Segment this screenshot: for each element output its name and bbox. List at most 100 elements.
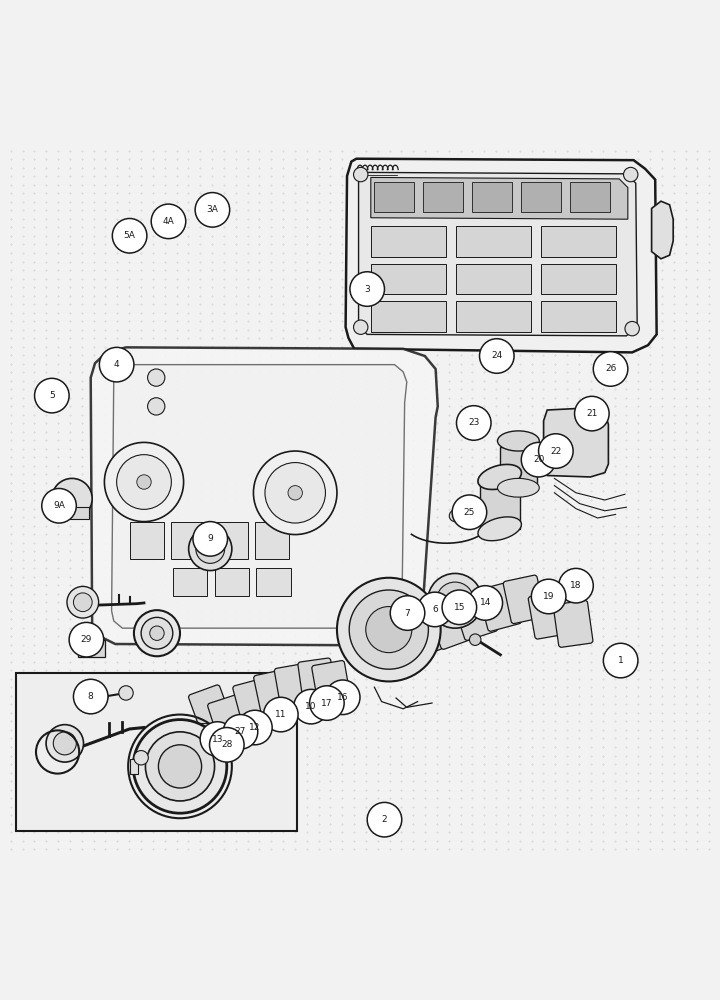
- Circle shape: [99, 347, 134, 382]
- Polygon shape: [346, 159, 657, 352]
- Circle shape: [253, 451, 337, 535]
- Polygon shape: [652, 201, 673, 259]
- Bar: [521, 182, 561, 212]
- Bar: [371, 226, 446, 257]
- Circle shape: [442, 590, 477, 625]
- Text: 22: 22: [550, 447, 562, 456]
- Text: 4: 4: [114, 360, 120, 369]
- Circle shape: [265, 463, 325, 523]
- Bar: [371, 264, 446, 294]
- Text: 13: 13: [212, 735, 223, 744]
- Circle shape: [531, 579, 566, 614]
- Circle shape: [150, 626, 164, 640]
- Bar: [215, 568, 249, 596]
- Text: 18: 18: [570, 581, 582, 590]
- Bar: [256, 568, 291, 596]
- Bar: [541, 301, 616, 332]
- Text: 23: 23: [468, 418, 480, 427]
- Circle shape: [310, 686, 344, 720]
- Bar: [173, 568, 207, 596]
- Text: 25: 25: [464, 508, 475, 517]
- Text: 3A: 3A: [207, 205, 218, 214]
- Text: 9: 9: [207, 534, 213, 543]
- Circle shape: [418, 592, 452, 627]
- Text: 29: 29: [81, 635, 92, 644]
- Circle shape: [456, 406, 491, 440]
- Circle shape: [134, 610, 180, 656]
- Text: 1: 1: [618, 656, 624, 665]
- Circle shape: [337, 578, 441, 681]
- Text: 21: 21: [586, 409, 598, 418]
- Circle shape: [452, 495, 487, 530]
- Circle shape: [575, 396, 609, 431]
- Bar: [456, 226, 531, 257]
- FancyBboxPatch shape: [298, 658, 336, 702]
- FancyBboxPatch shape: [16, 673, 297, 831]
- Bar: [570, 182, 610, 212]
- Polygon shape: [500, 447, 537, 488]
- Circle shape: [238, 710, 272, 745]
- Bar: [541, 226, 616, 257]
- Text: 27: 27: [235, 727, 246, 736]
- Circle shape: [196, 535, 225, 563]
- Circle shape: [264, 697, 298, 732]
- Bar: [472, 182, 512, 212]
- Circle shape: [446, 592, 464, 609]
- Bar: [55, 507, 89, 519]
- Circle shape: [133, 720, 227, 813]
- Circle shape: [325, 680, 360, 715]
- Text: 14: 14: [480, 598, 491, 607]
- Circle shape: [141, 617, 173, 649]
- Ellipse shape: [478, 517, 521, 541]
- Circle shape: [354, 320, 368, 334]
- Circle shape: [468, 586, 503, 620]
- FancyBboxPatch shape: [379, 614, 427, 666]
- Circle shape: [436, 582, 474, 620]
- Text: 7: 7: [405, 609, 410, 618]
- Circle shape: [35, 378, 69, 413]
- Bar: [130, 759, 138, 774]
- Circle shape: [366, 607, 412, 653]
- FancyBboxPatch shape: [478, 582, 521, 631]
- Circle shape: [195, 193, 230, 227]
- Text: 19: 19: [543, 592, 554, 601]
- Circle shape: [42, 488, 76, 523]
- Circle shape: [46, 725, 84, 762]
- Circle shape: [521, 442, 556, 477]
- Circle shape: [480, 339, 514, 373]
- Circle shape: [158, 745, 202, 788]
- Bar: [78, 640, 105, 657]
- FancyBboxPatch shape: [189, 685, 232, 733]
- Text: 8: 8: [88, 692, 94, 701]
- Circle shape: [539, 434, 573, 468]
- Circle shape: [148, 369, 165, 386]
- Text: 28: 28: [221, 740, 233, 749]
- Circle shape: [73, 679, 108, 714]
- FancyBboxPatch shape: [403, 606, 449, 657]
- Polygon shape: [359, 172, 637, 336]
- Circle shape: [288, 486, 302, 500]
- Circle shape: [134, 751, 148, 765]
- Circle shape: [354, 167, 368, 182]
- Bar: [197, 723, 214, 734]
- Polygon shape: [480, 484, 520, 529]
- Polygon shape: [371, 177, 628, 219]
- Bar: [171, 522, 206, 559]
- Circle shape: [137, 475, 151, 489]
- Text: 3: 3: [364, 285, 370, 294]
- FancyBboxPatch shape: [233, 678, 274, 725]
- FancyBboxPatch shape: [253, 670, 294, 715]
- Circle shape: [200, 722, 235, 756]
- Circle shape: [625, 321, 639, 336]
- Text: 17: 17: [321, 699, 333, 708]
- Circle shape: [104, 442, 184, 522]
- Circle shape: [52, 478, 92, 519]
- Circle shape: [53, 732, 76, 755]
- Circle shape: [73, 593, 92, 612]
- Circle shape: [294, 689, 328, 724]
- Circle shape: [469, 634, 481, 645]
- FancyBboxPatch shape: [428, 598, 474, 649]
- Text: 2: 2: [382, 815, 387, 824]
- Circle shape: [428, 573, 482, 628]
- Circle shape: [449, 510, 461, 522]
